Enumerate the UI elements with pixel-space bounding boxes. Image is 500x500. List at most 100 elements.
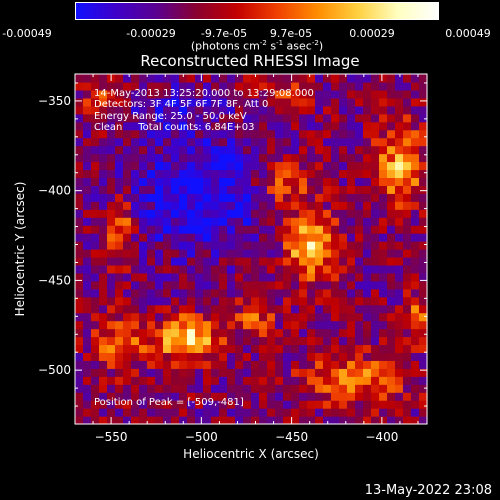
- heatmap-cell: [355, 137, 364, 147]
- heatmap-cell: [275, 193, 284, 202]
- heatmap-cell: [75, 137, 84, 147]
- heatmap-cell: [283, 416, 292, 425]
- heatmap-cell: [395, 344, 404, 354]
- heatmap-cell: [195, 384, 204, 393]
- heatmap-cell: [115, 344, 124, 354]
- heatmap-cell: [323, 376, 332, 385]
- heatmap-cell: [283, 105, 292, 115]
- heatmap-cell: [283, 352, 292, 361]
- heatmap-cell: [331, 153, 340, 163]
- heatmap-cell: [147, 241, 156, 250]
- heatmap-cell: [75, 241, 84, 250]
- heatmap-cell: [131, 193, 140, 202]
- heatmap-cell: [195, 201, 204, 210]
- heatmap-cell: [339, 201, 348, 210]
- heatmap-cell: [379, 336, 388, 346]
- heatmap-cell: [91, 360, 100, 369]
- heatmap-cell: [291, 161, 300, 171]
- heatmap-cell: [203, 105, 212, 115]
- heatmap-cell: [419, 280, 428, 290]
- heatmap-cell: [291, 137, 300, 147]
- heatmap-cell: [115, 193, 124, 202]
- heatmap-cell: [283, 137, 292, 147]
- heatmap-cell: [139, 280, 148, 290]
- heatmap-cell: [235, 209, 244, 218]
- heatmap-cell: [259, 233, 268, 242]
- heatmap-cell: [331, 304, 340, 314]
- heatmap-cell: [107, 129, 116, 139]
- heatmap-cell: [331, 241, 340, 250]
- heatmap-cell: [379, 105, 388, 115]
- heatmap-cell: [115, 280, 124, 290]
- heatmap-cell: [395, 201, 404, 210]
- heatmap-cell: [331, 336, 340, 346]
- heatmap-cell: [179, 384, 188, 393]
- heatmap-cell: [75, 384, 84, 393]
- heatmap-cell: [315, 400, 324, 409]
- heatmap-cell: [307, 161, 316, 171]
- heatmap-cell: [235, 161, 244, 171]
- heatmap-cell: [75, 177, 84, 186]
- heatmap-cell: [331, 360, 340, 369]
- heatmap-cell: [291, 89, 300, 99]
- heatmap-cell: [339, 320, 348, 330]
- heatmap-cell: [371, 384, 380, 393]
- heatmap-cell: [243, 392, 252, 401]
- heatmap-cell: [219, 328, 228, 338]
- heatmap-cell: [83, 81, 92, 91]
- heatmap-cell: [139, 89, 148, 99]
- heatmap-cell: [283, 344, 292, 354]
- heatmap-cell: [395, 193, 404, 202]
- heatmap-cell: [155, 217, 164, 226]
- heatmap-cell: [307, 105, 316, 115]
- heatmap-cell: [307, 89, 316, 99]
- heatmap-cell: [235, 344, 244, 354]
- heatmap-cell: [379, 392, 388, 401]
- heatmap-cell: [83, 89, 92, 99]
- heatmap-cell: [211, 233, 220, 242]
- heatmap-cell: [403, 185, 412, 194]
- heatmap-cell: [99, 129, 108, 139]
- heatmap-cell: [291, 296, 300, 306]
- heatmap-cell: [179, 416, 188, 425]
- heatmap-cell: [275, 249, 284, 258]
- heatmap-cell: [91, 304, 100, 314]
- heatmap-cell: [163, 400, 172, 409]
- heatmap-cell: [339, 336, 348, 346]
- heatmap-cell: [235, 304, 244, 314]
- heatmap-cell: [379, 288, 388, 298]
- heatmap-cell: [163, 320, 172, 330]
- heatmap-cell: [155, 137, 164, 147]
- heatmap-cell: [195, 121, 204, 131]
- heatmap-cell: [339, 344, 348, 354]
- heatmap-cell: [251, 113, 260, 123]
- heatmap-cell: [187, 416, 196, 425]
- heatmap-cell: [283, 320, 292, 330]
- heatmap-cell: [91, 272, 100, 282]
- heatmap-cell: [315, 288, 324, 298]
- heatmap-cell: [379, 161, 388, 171]
- heatmap-cell: [347, 129, 356, 139]
- heatmap-cell: [339, 81, 348, 91]
- heatmap-cell: [339, 161, 348, 171]
- heatmap-cell: [115, 89, 124, 99]
- heatmap-cell: [403, 352, 412, 361]
- heatmap-cell: [155, 201, 164, 210]
- heatmap-cell: [219, 74, 228, 83]
- heatmap-cell: [291, 304, 300, 314]
- heatmap-cell: [371, 217, 380, 226]
- heatmap-cell: [379, 74, 388, 83]
- heatmap-cell: [243, 121, 252, 131]
- heatmap-cell: [171, 225, 180, 234]
- heatmap-cell: [211, 97, 220, 107]
- heatmap-cell: [131, 344, 140, 354]
- heatmap-cell: [123, 408, 132, 417]
- heatmap-cell: [131, 137, 140, 147]
- heatmap-cell: [395, 74, 404, 83]
- heatmap-cell: [163, 360, 172, 369]
- heatmap-cell: [91, 81, 100, 91]
- heatmap-cell: [371, 201, 380, 210]
- heatmap-cell: [179, 392, 188, 401]
- heatmap-cell: [147, 74, 156, 83]
- heatmap-cell: [259, 320, 268, 330]
